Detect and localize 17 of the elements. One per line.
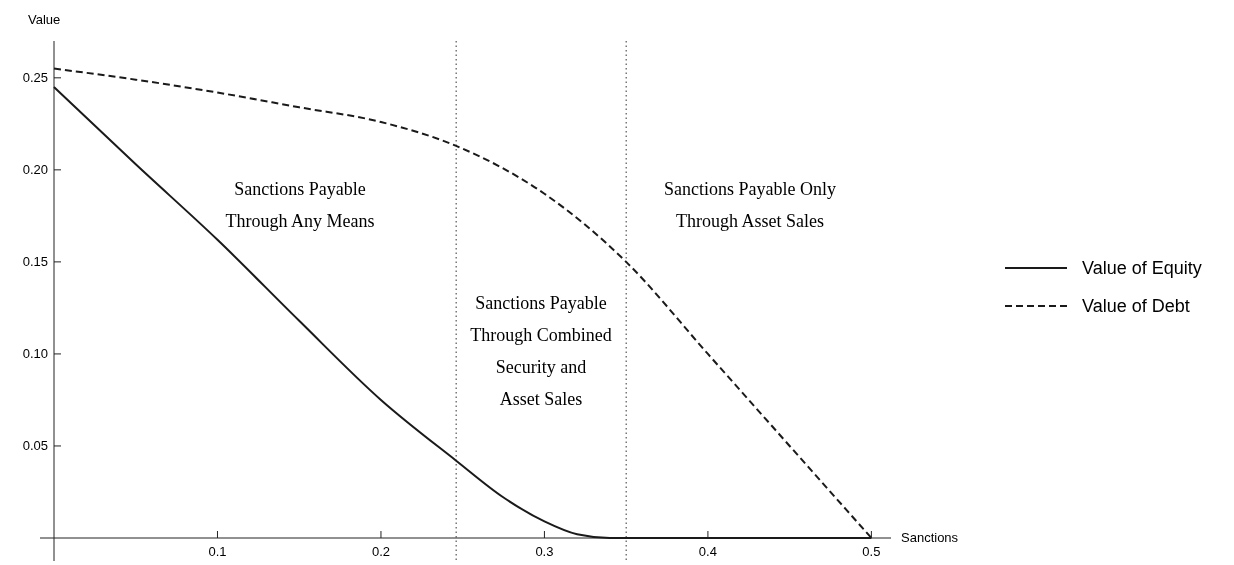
x-tick-label: 0.5	[862, 544, 881, 559]
x-tick-label: 0.3	[535, 544, 554, 559]
x-axis-title: Sanctions	[901, 530, 959, 545]
legend-label: Value of Equity	[1082, 258, 1202, 278]
annotation: Sanctions Payable Through Combined Security and Asset Sales	[470, 293, 612, 409]
y-tick-label: 0.10	[22, 345, 48, 361]
x-tick-label: 0.1	[208, 544, 227, 559]
annotation: Sanctions Payable Only Through Asset Sales	[664, 179, 836, 231]
x-tick-label: 0.4	[698, 544, 717, 559]
y-tick-label: 0.05	[22, 437, 48, 453]
legend-label: Value of Debt	[1082, 296, 1190, 316]
y-tick-label: 0.15	[22, 253, 48, 269]
annotation: Sanctions Payable Through Any Means	[225, 179, 375, 231]
y-tick-label: 0.20	[22, 161, 48, 177]
y-axis-title: Value	[28, 12, 61, 27]
x-tick-label: 0.2	[371, 544, 390, 559]
y-tick-label: 0.25	[22, 69, 48, 85]
